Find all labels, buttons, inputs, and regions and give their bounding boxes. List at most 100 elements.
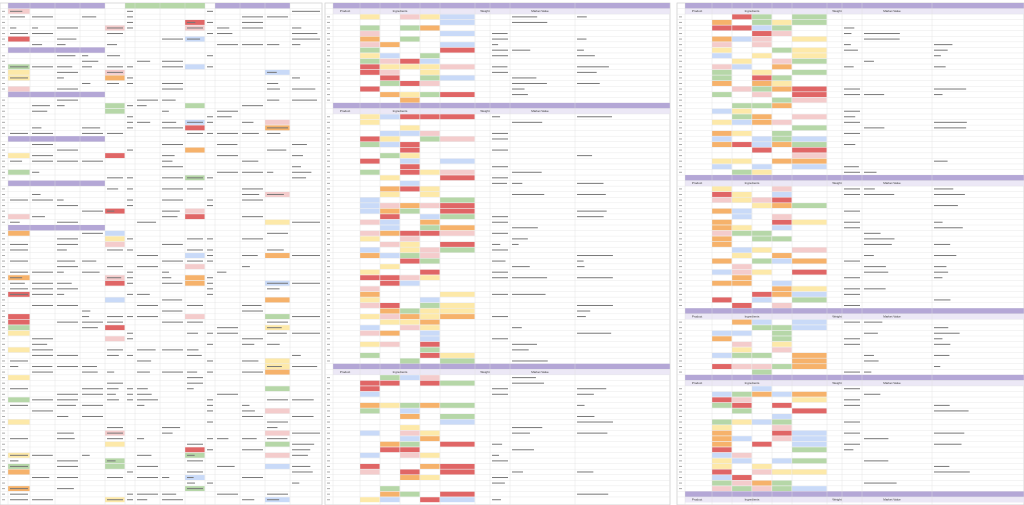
cell — [772, 58, 792, 64]
cell — [772, 81, 792, 86]
cell-text — [844, 293, 860, 295]
cell-text — [492, 44, 499, 46]
cell-text — [512, 94, 528, 96]
cell — [440, 208, 475, 214]
cell — [360, 386, 380, 392]
cell-text — [934, 410, 969, 412]
cell-text — [267, 44, 280, 46]
cell-text — [242, 193, 260, 195]
cell-text — [32, 271, 53, 273]
cell-text — [292, 354, 301, 356]
cell — [400, 164, 420, 170]
cell — [420, 169, 440, 175]
cell — [792, 397, 827, 403]
cell-text — [934, 432, 965, 434]
cell-text — [292, 454, 308, 456]
cell — [185, 214, 205, 220]
column-header: Product — [340, 370, 351, 374]
cell-text — [217, 171, 238, 173]
cell — [8, 86, 30, 92]
cell — [400, 230, 420, 236]
cell — [732, 436, 752, 442]
cell — [712, 130, 732, 136]
cell-text — [137, 499, 148, 501]
cell — [752, 36, 772, 42]
cell-text — [207, 199, 213, 201]
row-number — [2, 360, 5, 362]
row-number — [327, 277, 330, 279]
cell — [360, 31, 380, 36]
cell-text — [217, 271, 227, 273]
cell — [440, 42, 475, 48]
cell — [400, 97, 420, 103]
cell-text — [577, 415, 595, 417]
cell — [360, 36, 380, 42]
cell-text — [934, 271, 949, 273]
cell-text — [32, 110, 48, 112]
column-header-row — [333, 108, 670, 114]
column-header: Market Value — [883, 181, 901, 185]
cell-text — [162, 260, 183, 262]
cell-text — [577, 388, 607, 390]
cell — [772, 225, 792, 231]
cell-text — [187, 321, 203, 323]
cell-text — [492, 260, 506, 262]
row-number — [2, 271, 5, 273]
cell-text — [864, 127, 885, 129]
cell-text — [137, 371, 150, 373]
section-header — [333, 3, 670, 9]
row-number — [679, 127, 682, 129]
cell — [732, 64, 752, 70]
row-number — [327, 188, 330, 190]
row-number — [2, 460, 5, 462]
cell — [732, 475, 752, 480]
cell-text — [10, 460, 19, 462]
cell — [185, 452, 205, 458]
row-number — [2, 404, 5, 406]
cell — [732, 408, 752, 414]
cell — [420, 53, 440, 59]
cell-text — [492, 38, 508, 40]
cell-text — [207, 238, 213, 240]
cell-text — [107, 393, 116, 395]
cell-text — [162, 321, 183, 323]
cell-text — [864, 171, 877, 173]
cell — [105, 208, 125, 214]
row-number — [2, 382, 5, 384]
cell-text — [10, 388, 28, 390]
cell-text — [267, 88, 280, 90]
cell-text — [187, 177, 203, 179]
cell — [712, 230, 732, 236]
row-number — [679, 271, 682, 273]
cell — [792, 364, 827, 369]
cell-text — [864, 332, 878, 334]
cell-text — [32, 16, 53, 18]
cell — [712, 164, 732, 170]
cell — [265, 358, 290, 364]
column-header: Ingredients — [393, 109, 408, 113]
cell-text — [57, 260, 76, 262]
row-number — [327, 60, 330, 62]
cell-text — [187, 349, 199, 351]
cell — [265, 253, 290, 258]
cell-text — [577, 332, 612, 334]
cell — [420, 81, 440, 86]
cell — [8, 169, 30, 175]
row-number — [2, 321, 5, 323]
cell — [712, 463, 732, 469]
cell-text — [492, 277, 508, 279]
row-number — [327, 144, 330, 146]
cell-text — [207, 293, 213, 295]
cell — [420, 330, 440, 336]
section-header — [8, 136, 105, 142]
cell-text — [57, 44, 66, 46]
cell — [712, 436, 732, 442]
cell-text — [577, 255, 613, 257]
column-header-row — [333, 8, 670, 15]
cell — [8, 319, 30, 325]
row-number — [679, 460, 682, 462]
cell-text — [844, 171, 860, 173]
cell — [792, 125, 827, 131]
cell-text — [57, 238, 78, 240]
cell — [420, 247, 440, 253]
